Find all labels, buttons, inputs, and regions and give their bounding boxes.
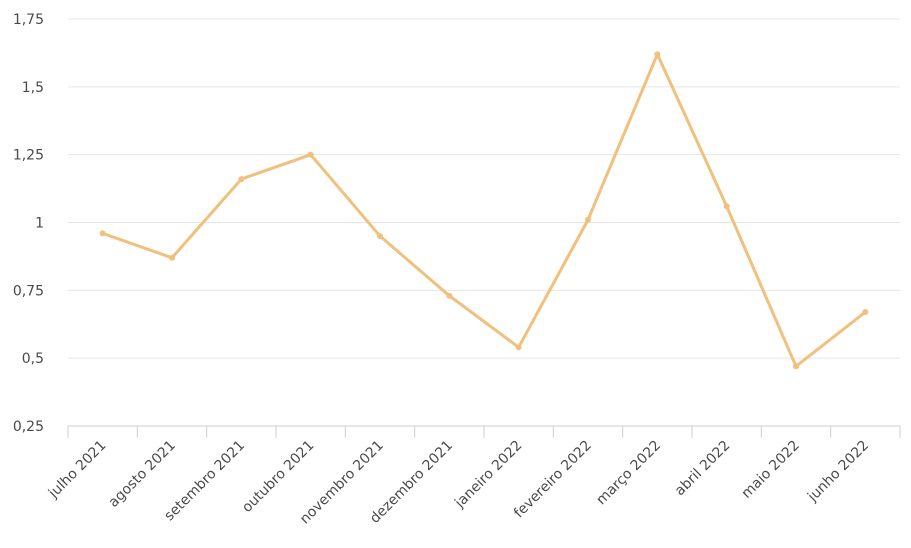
data-point[interactable] (654, 51, 661, 58)
data-point[interactable] (307, 151, 314, 158)
y-axis: 0,25 0,5 0,75 1 1,25 1,5 1,75 (13, 12, 44, 435)
x-tick-label: julho 2021 (45, 438, 109, 502)
y-tick-label: 0,25 (13, 419, 44, 435)
x-tick-label: agosto 2021 (106, 438, 179, 511)
y-tick-label: 1 (35, 216, 44, 232)
grid-lines (68, 18, 900, 359)
data-point[interactable] (169, 254, 175, 261)
series-plot (99, 51, 869, 370)
y-tick-label: 0,75 (13, 283, 44, 299)
y-tick-label: 1,75 (13, 12, 44, 28)
data-point[interactable] (446, 292, 453, 299)
data-point[interactable] (99, 230, 106, 237)
y-tick-label: 1,5 (22, 80, 44, 96)
series-line (101, 52, 867, 368)
data-point[interactable] (515, 344, 522, 351)
data-point[interactable] (585, 216, 591, 223)
y-tick-label: 1,25 (13, 148, 44, 164)
data-point[interactable] (377, 233, 383, 240)
x-tick-label: junho 2022 (804, 438, 872, 506)
y-tick-label: 0,5 (22, 351, 44, 367)
x-tick-label: outubro 2021 (239, 438, 317, 516)
x-tick-label: maio 2022 (739, 438, 803, 502)
data-point[interactable] (793, 363, 799, 370)
x-tick-label: janeiro 2022 (451, 438, 525, 512)
data-point[interactable] (862, 309, 869, 316)
data-point[interactable] (238, 176, 245, 183)
x-tick-label: março 2022 (593, 438, 664, 509)
data-point[interactable] (723, 203, 730, 210)
x-tick-label: abril 2022 (672, 438, 734, 500)
